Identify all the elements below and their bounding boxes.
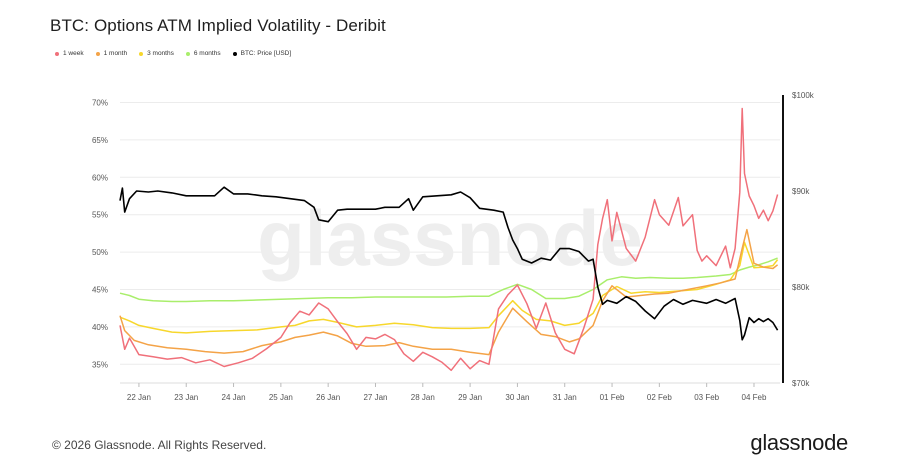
x-tick-label: 25 Jan: [269, 393, 293, 402]
legend-label: 1 week: [63, 50, 84, 57]
legend-label: 3 months: [147, 50, 174, 57]
glassnode-logo: glassnode: [750, 430, 848, 455]
y-left-tick-label: 50%: [92, 248, 108, 257]
legend-swatch: [232, 51, 237, 56]
series-line-1-week[interactable]: [119, 107, 779, 372]
y-left-tick-label: 65%: [92, 136, 108, 145]
series-line-6-months[interactable]: [119, 257, 778, 303]
x-tick-label: 28 Jan: [411, 393, 435, 402]
legend-swatch: [139, 51, 144, 56]
series-line-3-months[interactable]: [119, 241, 779, 334]
watermark: glassnode: [257, 194, 643, 282]
x-tick-label: 27 Jan: [363, 393, 387, 402]
x-tick-label: 22 Jan: [127, 393, 151, 402]
legend-item-1-week[interactable]: 1 week: [55, 50, 84, 57]
x-tick-label: 23 Jan: [174, 393, 198, 402]
y-left-tick-label: 70%: [92, 98, 108, 107]
legend-swatch: [95, 51, 100, 56]
x-tick-label: 31 Jan: [553, 393, 577, 402]
x-tick-label: 02 Feb: [647, 393, 672, 402]
x-tick-label: 01 Feb: [600, 393, 625, 402]
y-right-tick-label: $70k: [792, 379, 810, 388]
legend-item-6-months[interactable]: 6 months: [185, 50, 221, 57]
y-left-tick-label: 45%: [92, 285, 108, 294]
x-tick-label: 04 Feb: [742, 393, 767, 402]
legend-item-1-month[interactable]: 1 month: [95, 50, 128, 57]
y-left-tick-label: 35%: [92, 360, 108, 369]
legend: 1 week 1 month 3 months 6 months BTC: Pr…: [55, 50, 291, 57]
y-right-tick-label: $80k: [792, 283, 810, 292]
y-left-tick-label: 55%: [92, 211, 108, 220]
y-right-tick-label: $90k: [792, 187, 810, 196]
legend-item-btc-price[interactable]: BTC: Price [USD]: [232, 50, 292, 57]
legend-item-3-months[interactable]: 3 months: [139, 50, 174, 57]
copyright-footer: © 2026 Glassnode. All Rights Reserved.: [52, 438, 267, 452]
chart-title: BTC: Options ATM Implied Volatility - De…: [50, 16, 386, 35]
y-left-tick-label: 60%: [92, 173, 108, 182]
y-right-tick-label: $100k: [792, 91, 815, 100]
x-tick-label: 30 Jan: [505, 393, 529, 402]
legend-label: 6 months: [193, 50, 221, 57]
series-line-btc-price-usd[interactable]: [119, 186, 779, 341]
legend-label: 1 month: [103, 50, 128, 57]
x-tick-label: 03 Feb: [694, 393, 719, 402]
x-tick-label: 29 Jan: [458, 393, 482, 402]
series-line-1-month[interactable]: [119, 228, 779, 356]
y-left-tick-label: 40%: [92, 323, 108, 332]
x-tick-label: 24 Jan: [222, 393, 246, 402]
x-tick-label: 26 Jan: [316, 393, 340, 402]
legend-swatch: [185, 51, 190, 56]
legend-label: BTC: Price [USD]: [240, 50, 292, 57]
legend-swatch: [55, 51, 59, 56]
